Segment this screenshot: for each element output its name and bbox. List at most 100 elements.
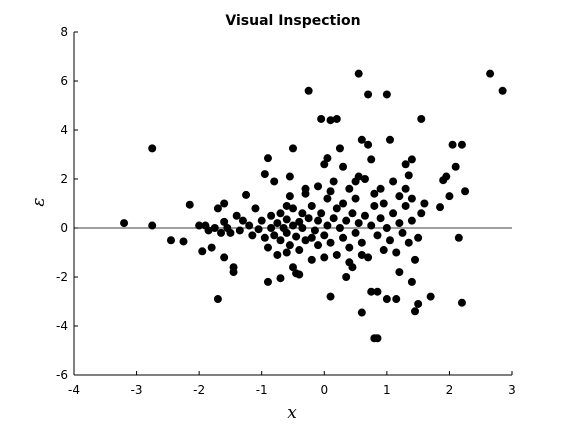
- data-point: [213, 295, 222, 304]
- data-point: [329, 214, 338, 223]
- data-point: [289, 144, 297, 153]
- y-axis-label: ε: [29, 197, 49, 206]
- data-point: [354, 69, 363, 78]
- data-point: [310, 226, 319, 235]
- data-point: [373, 231, 382, 240]
- y-axis-ticks: -6 -4 -2 0 2 4 6 8: [56, 25, 78, 382]
- data-point: [323, 221, 332, 230]
- x-tick-label: -3: [131, 383, 143, 397]
- data-point: [370, 189, 379, 198]
- data-point: [198, 247, 207, 256]
- data-point: [213, 204, 222, 213]
- data-point: [285, 192, 294, 201]
- x-tick-label: -2: [193, 383, 205, 397]
- data-point: [389, 177, 398, 186]
- data-point: [342, 216, 351, 225]
- data-point: [364, 140, 373, 149]
- data-point: [220, 199, 229, 208]
- data-point: [407, 194, 416, 203]
- y-tick-label: 2: [60, 172, 68, 186]
- x-tick-label: -4: [68, 383, 80, 397]
- data-point: [417, 114, 426, 123]
- data-point: [339, 233, 348, 242]
- data-point: [298, 209, 307, 218]
- y-tick-label: -4: [56, 319, 68, 333]
- data-point: [457, 298, 466, 307]
- data-point: [351, 194, 360, 203]
- data-point: [282, 248, 291, 257]
- data-point: [385, 135, 394, 144]
- data-point: [407, 216, 416, 225]
- data-point: [461, 187, 470, 196]
- data-point: [367, 221, 376, 230]
- data-point: [411, 255, 420, 264]
- data-point: [263, 243, 272, 252]
- data-point: [367, 287, 376, 296]
- data-point: [235, 226, 244, 235]
- data-point: [217, 228, 226, 237]
- data-point: [326, 116, 335, 125]
- data-point: [445, 192, 454, 201]
- data-point: [267, 211, 276, 220]
- data-point: [257, 216, 266, 225]
- data-point: [398, 228, 407, 237]
- data-point: [364, 253, 373, 262]
- data-point: [451, 162, 460, 171]
- data-point: [401, 160, 410, 169]
- data-point: [382, 224, 391, 232]
- data-point: [289, 221, 297, 230]
- data-point: [276, 274, 285, 283]
- data-point: [498, 86, 507, 95]
- data-point: [436, 203, 445, 212]
- data-point: [270, 231, 279, 240]
- data-point: [345, 258, 354, 267]
- data-point: [282, 201, 291, 210]
- data-point: [323, 154, 332, 163]
- data-point: [348, 209, 357, 218]
- data-point: [251, 204, 260, 213]
- y-tick-label: 4: [60, 123, 68, 137]
- data-point: [314, 241, 323, 250]
- data-point: [354, 219, 363, 228]
- x-axis-label: x: [287, 403, 297, 423]
- data-point: [298, 224, 307, 232]
- data-point: [307, 255, 316, 264]
- data-point: [260, 170, 269, 179]
- data-point: [301, 184, 310, 193]
- x-tick-label: 3: [508, 383, 516, 397]
- data-point: [276, 209, 285, 218]
- data-point: [229, 268, 238, 277]
- data-point: [317, 209, 326, 218]
- data-point: [407, 277, 416, 286]
- data-point: [245, 221, 254, 230]
- data-point: [120, 219, 129, 228]
- data-point: [273, 250, 282, 259]
- data-point: [320, 253, 329, 262]
- data-point: [357, 308, 366, 317]
- data-point: [254, 225, 263, 234]
- data-point: [414, 233, 423, 242]
- data-point: [335, 224, 344, 232]
- data-point: [148, 144, 157, 153]
- data-point: [414, 299, 423, 308]
- data-point: [304, 214, 313, 223]
- y-tick-label: 8: [60, 25, 68, 39]
- data-point: [354, 172, 363, 181]
- data-point: [401, 201, 410, 210]
- data-point: [417, 209, 426, 218]
- data-point: [166, 236, 175, 245]
- data-point: [385, 236, 394, 245]
- data-point: [285, 241, 294, 250]
- data-point: [238, 216, 247, 225]
- data-point: [317, 114, 326, 123]
- data-point: [267, 224, 276, 232]
- x-tick-label: 0: [320, 383, 328, 397]
- data-point: [376, 184, 385, 193]
- data-point: [395, 219, 404, 228]
- data-point: [379, 199, 388, 208]
- data-point: [373, 287, 382, 296]
- data-point: [370, 201, 379, 210]
- data-point: [351, 228, 360, 237]
- y-tick-label: -6: [56, 368, 68, 382]
